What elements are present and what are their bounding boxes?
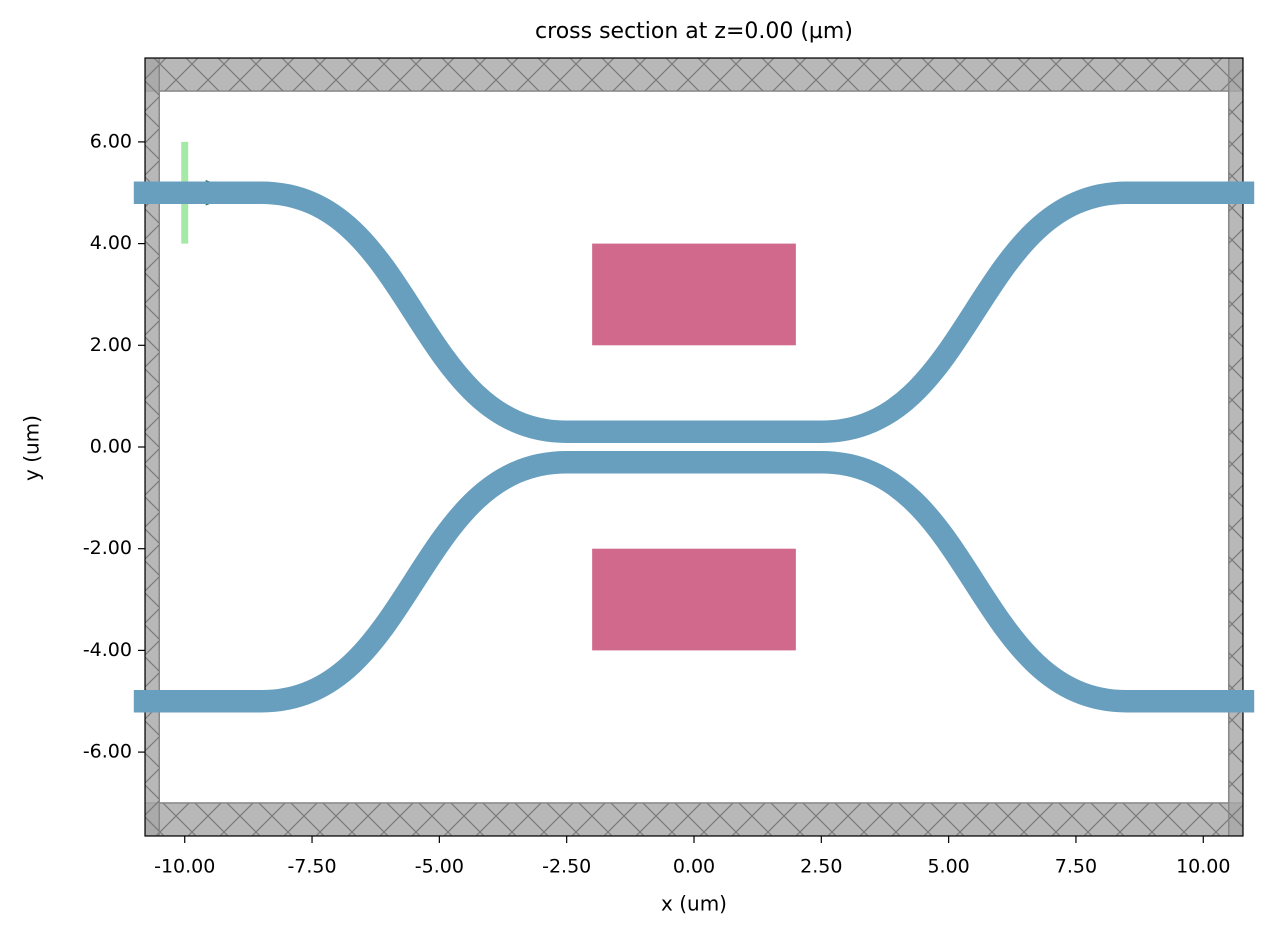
x-tick-label: 5.00 bbox=[927, 856, 969, 878]
axes-frame bbox=[144, 57, 1244, 837]
pml-hatch bbox=[1228, 58, 1243, 836]
waveguide bbox=[133, 181, 1255, 443]
chart-title: cross section at z=0.00 (µm) bbox=[535, 19, 853, 44]
x-tick-label: -2.50 bbox=[542, 856, 591, 878]
plot-area bbox=[145, 58, 1243, 836]
y-tick-label: -2.00 bbox=[83, 537, 132, 559]
pml-hatch bbox=[145, 58, 1243, 92]
pml-hatch bbox=[145, 802, 1243, 836]
y-tick-label: 4.00 bbox=[90, 232, 132, 254]
y-tick-label: 0.00 bbox=[90, 436, 132, 458]
x-tick-label: -10.00 bbox=[154, 856, 215, 878]
box bbox=[592, 243, 796, 346]
x-tick-label: 2.50 bbox=[800, 856, 842, 878]
box bbox=[592, 548, 796, 651]
y-tick-label: -4.00 bbox=[83, 639, 132, 661]
x-tick-label: 0.00 bbox=[673, 856, 715, 878]
x-axis-label: x (um) bbox=[661, 892, 727, 916]
y-axis-label: y (um) bbox=[20, 415, 44, 481]
pml-hatch bbox=[145, 58, 160, 836]
x-tick-label: -5.00 bbox=[415, 856, 464, 878]
x-tick-label: -7.50 bbox=[287, 856, 336, 878]
waveguide bbox=[133, 451, 1255, 713]
x-tick-label: 10.00 bbox=[1176, 856, 1230, 878]
y-tick-label: -6.00 bbox=[83, 741, 132, 763]
x-tick-label: 7.50 bbox=[1055, 856, 1097, 878]
y-tick-label: 6.00 bbox=[90, 130, 132, 152]
y-tick-label: 2.00 bbox=[90, 334, 132, 356]
